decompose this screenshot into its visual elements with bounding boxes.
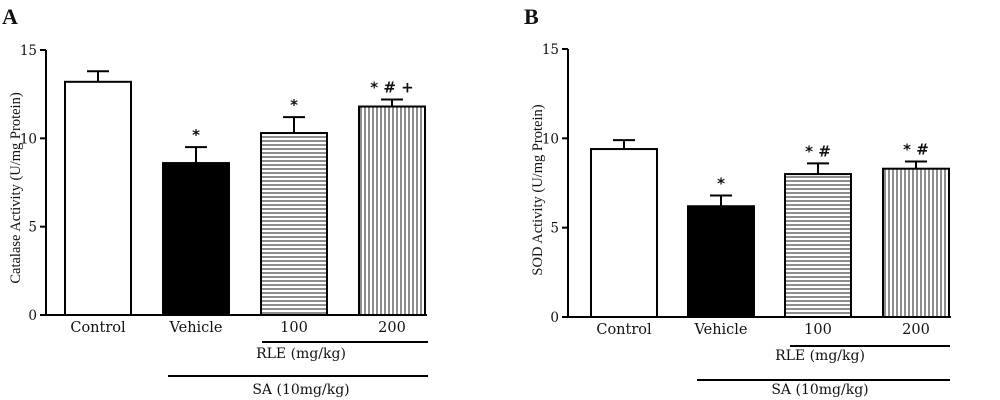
y-tick-label-a: 5 (28, 220, 37, 236)
bar-b (687, 205, 755, 318)
panel-b: B SOD Activity (U/mg Protein) RLE (mg/kg… (524, 4, 951, 398)
category-label-b: Vehicle (693, 322, 747, 338)
category-label-b: 200 (902, 322, 930, 338)
y-axis-label-b: SOD Activity (U/mg Protein) (530, 104, 546, 275)
y-tick-label-b: 0 (550, 310, 559, 326)
category-label-a: Control (70, 320, 126, 336)
category-label-a: 100 (280, 320, 308, 336)
significance-marker-b: * # (903, 141, 929, 159)
rle-group-label-b: RLE (mg/kg) (775, 348, 865, 364)
bar-a (64, 80, 132, 316)
significance-marker-a: * (290, 96, 298, 114)
y-tick-label-a: 10 (20, 131, 37, 147)
significance-marker-a: * (192, 126, 200, 144)
panel-a: A Catalase Activity (U/mg Protein) RLE (… (2, 4, 428, 398)
bar-a (358, 105, 426, 316)
y-tick-label-b: 5 (550, 221, 559, 237)
y-axis-label-a: Catalase Activity (U/mg Protein) (8, 92, 24, 283)
bar-a (162, 162, 230, 316)
bar-b (784, 173, 852, 318)
y-tick-label-b: 10 (542, 131, 559, 147)
category-label-b: Control (596, 322, 652, 338)
y-tick-label-a: 0 (28, 308, 37, 324)
panel-letter-a: A (2, 4, 18, 29)
category-label-a: Vehicle (168, 320, 222, 336)
significance-marker-b: * # (805, 142, 831, 160)
bar-a (260, 132, 328, 316)
category-label-b: 100 (804, 322, 832, 338)
rle-group-label-a: RLE (mg/kg) (256, 346, 346, 362)
sa-group-label-a: SA (10mg/kg) (252, 382, 349, 398)
bar-b (590, 148, 658, 318)
sa-group-label-b: SA (10mg/kg) (771, 382, 868, 398)
significance-marker-a: * # + (370, 78, 413, 96)
panel-letter-b: B (524, 4, 539, 29)
y-tick-label-a: 15 (20, 43, 37, 59)
y-tick-label-b: 15 (542, 42, 559, 58)
bar-b (882, 167, 950, 318)
significance-marker-b: * (717, 175, 725, 193)
category-label-a: 200 (378, 320, 406, 336)
